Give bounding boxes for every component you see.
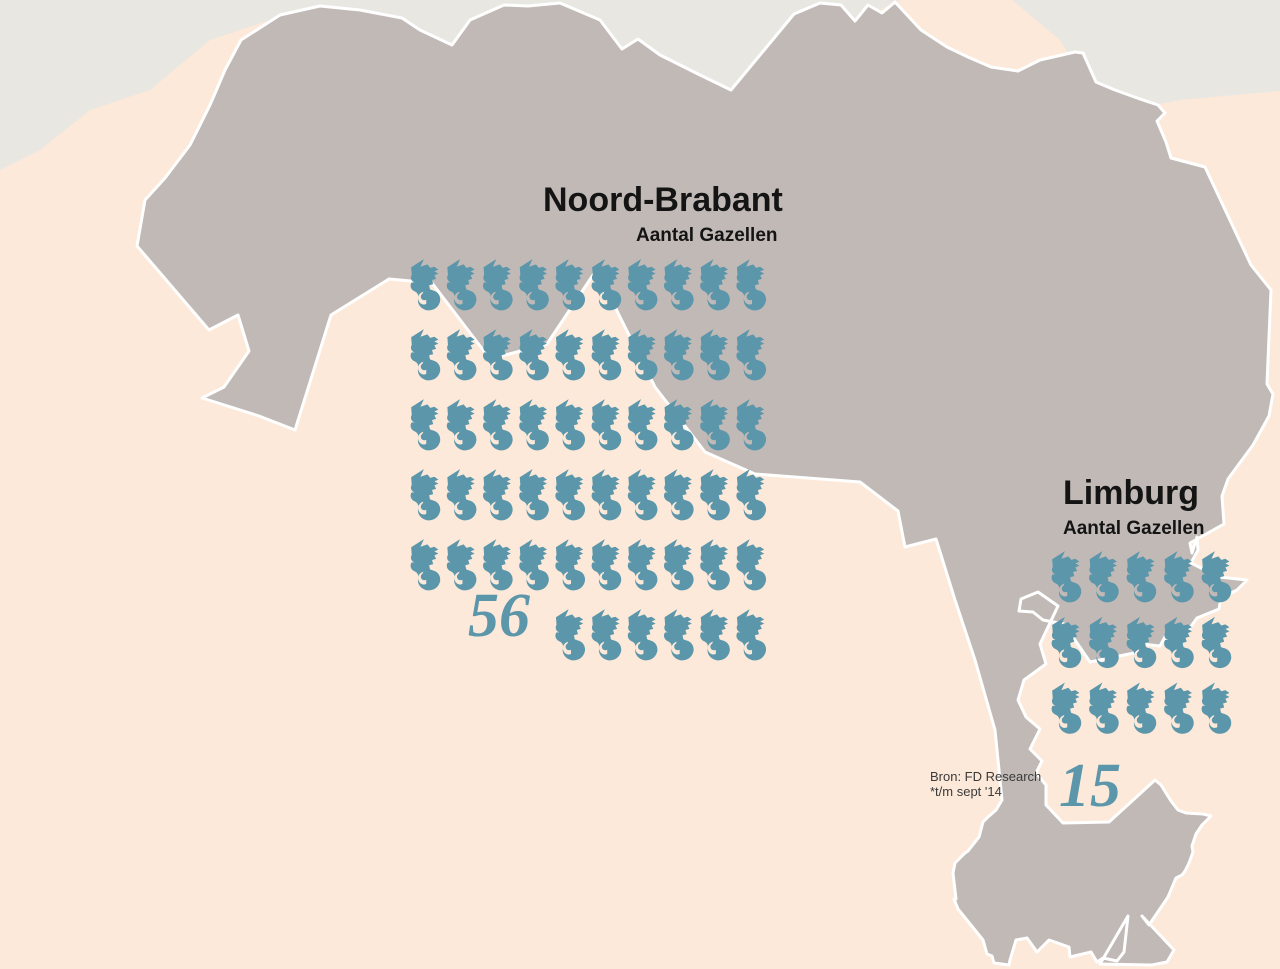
svg-text:Aantal Gazellen: Aantal Gazellen [636, 225, 778, 246]
svg-text:Noord-Brabant: Noord-Brabant [543, 181, 783, 219]
svg-text:Limburg: Limburg [1063, 474, 1199, 512]
svg-text:56: 56 [468, 582, 530, 650]
svg-text:Bron: FD Research: Bron: FD Research [930, 769, 1041, 784]
svg-text:*t/m sept '14: *t/m sept '14 [930, 784, 1002, 799]
svg-text:15: 15 [1059, 752, 1121, 820]
svg-text:Aantal Gazellen: Aantal Gazellen [1063, 518, 1205, 539]
